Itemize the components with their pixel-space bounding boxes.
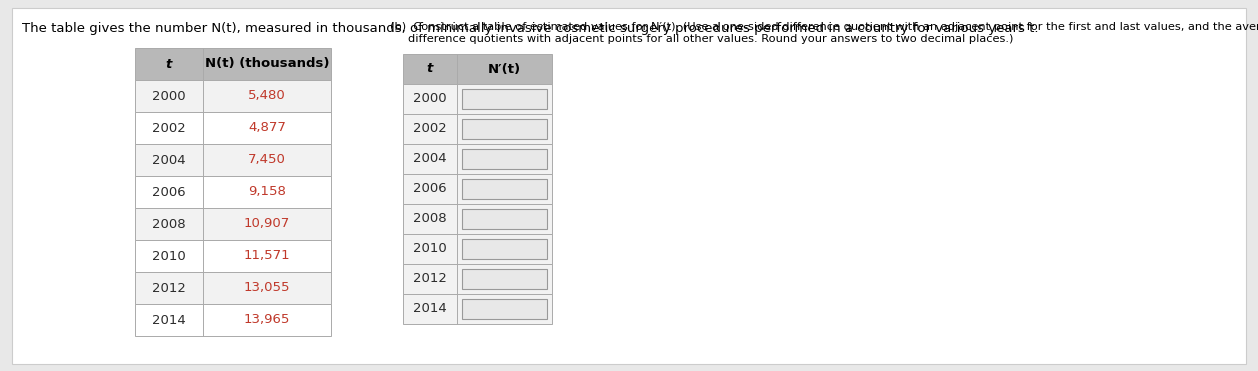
Text: 5,480: 5,480 (248, 89, 286, 102)
Bar (403, 54, 552, 84)
Text: t: t (166, 58, 172, 70)
Bar (403, 264, 552, 294)
Text: 10,907: 10,907 (244, 217, 291, 230)
Text: 2000: 2000 (413, 92, 447, 105)
Text: 2008: 2008 (152, 217, 186, 230)
Bar (135, 176, 331, 208)
Text: 2008: 2008 (413, 213, 447, 226)
Bar (462, 89, 547, 109)
Text: The table gives the number N(t), measured in thousands, of minimally invasive co: The table gives the number N(t), measure… (21, 22, 1039, 35)
Bar (403, 234, 552, 264)
Bar (462, 209, 547, 229)
Text: 2000: 2000 (152, 89, 186, 102)
Text: 2012: 2012 (413, 273, 447, 286)
Bar (135, 112, 331, 144)
Bar (462, 269, 547, 289)
Bar (135, 304, 331, 336)
Bar (462, 119, 547, 139)
Bar (403, 144, 552, 174)
Bar (135, 48, 331, 80)
Text: 4,877: 4,877 (248, 121, 286, 135)
Text: N(t) (thousands): N(t) (thousands) (205, 58, 330, 70)
Bar (403, 204, 552, 234)
Text: 2004: 2004 (413, 152, 447, 165)
Text: t: t (426, 62, 433, 76)
Text: difference quotients with adjacent points for all other values. Round your answe: difference quotients with adjacent point… (408, 34, 1014, 44)
Bar (462, 239, 547, 259)
Bar (403, 294, 552, 324)
Bar (462, 299, 547, 319)
Text: 2010: 2010 (152, 250, 186, 263)
Text: 2006: 2006 (152, 186, 186, 198)
Bar (403, 114, 552, 144)
Text: 9,158: 9,158 (248, 186, 286, 198)
Text: 2002: 2002 (152, 121, 186, 135)
Text: N′(t): N′(t) (488, 62, 521, 76)
Text: 2006: 2006 (413, 183, 447, 196)
Text: 2002: 2002 (413, 122, 447, 135)
Bar (135, 80, 331, 112)
Bar (135, 144, 331, 176)
Text: 2010: 2010 (413, 243, 447, 256)
Bar (403, 84, 552, 114)
Bar (135, 208, 331, 240)
Bar (462, 179, 547, 199)
Bar (403, 174, 552, 204)
Bar (135, 272, 331, 304)
Text: 13,055: 13,055 (244, 282, 291, 295)
Text: 2012: 2012 (152, 282, 186, 295)
Text: 11,571: 11,571 (244, 250, 291, 263)
Text: 13,965: 13,965 (244, 313, 291, 326)
Text: 2014: 2014 (152, 313, 186, 326)
Bar (135, 240, 331, 272)
Bar (462, 149, 547, 169)
Text: 2014: 2014 (413, 302, 447, 315)
Text: 2004: 2004 (152, 154, 186, 167)
Text: (b)  Construct a table of estimated values for N′(t). (Use a one-sided differenc: (b) Construct a table of estimated value… (390, 22, 1258, 32)
Text: 7,450: 7,450 (248, 154, 286, 167)
